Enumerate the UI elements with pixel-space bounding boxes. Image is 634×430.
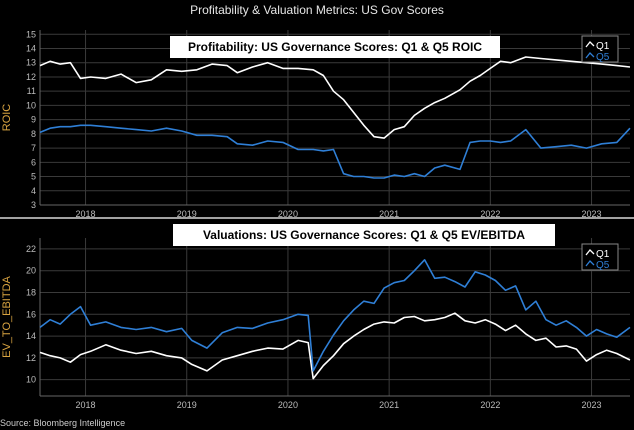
y-tick-label: 3 (31, 200, 36, 210)
legend-box (581, 243, 619, 271)
y-tick-label: 20 (26, 266, 36, 276)
x-tick-label: 2020 (278, 209, 298, 219)
y-tick-label: 22 (26, 244, 36, 254)
x-tick-label: 2022 (480, 209, 500, 219)
chart-title-box (173, 224, 555, 246)
y-tick-label: 4 (31, 186, 36, 196)
y-tick-label: 14 (26, 331, 36, 341)
series-line-q1 (39, 312, 631, 380)
y-tick-label: 14 (26, 43, 36, 53)
page-title: Profitability & Valuation Metrics: US Go… (190, 3, 444, 17)
y-tick-label: 13 (26, 58, 36, 68)
y-tick-label: 7 (31, 143, 36, 153)
legend-swatch (585, 249, 595, 256)
legend-swatch (585, 260, 595, 267)
x-tick-label: 2023 (582, 400, 602, 410)
legend-swatch (585, 41, 595, 48)
y-tick-label: 12 (26, 353, 36, 363)
y-tick-label: 18 (26, 287, 36, 297)
x-tick-label: 2019 (177, 209, 197, 219)
x-tick-label: 2021 (379, 400, 399, 410)
x-tick-label: 2023 (582, 209, 602, 219)
y-tick-label: 16 (26, 309, 36, 319)
legend-swatch (585, 52, 595, 59)
y-tick-label: 12 (26, 72, 36, 82)
legend-label: Q1 (596, 41, 610, 52)
y-tick-label: 8 (31, 129, 36, 139)
y-tick-label: 10 (26, 100, 36, 110)
x-tick-label: 2022 (480, 400, 500, 410)
source-note: Source: Bloomberg Intelligence (0, 418, 126, 428)
x-tick-label: 2018 (76, 400, 96, 410)
chart-title: Valuations: US Governance Scores: Q1 & Q… (203, 228, 525, 242)
legend-box (581, 35, 619, 63)
legend-label: Q5 (596, 260, 610, 271)
x-tick-label: 2021 (379, 209, 399, 219)
roic-chart: 3 4 5 6 7 8 9 10 11 12 13 14 15 2018 2019 2020 2021 2022 2… (1, 29, 631, 219)
x-tick-label: 2020 (278, 400, 298, 410)
y-tick-label: 15 (26, 29, 36, 39)
series-line-q1 (39, 56, 631, 139)
series-line-q5 (39, 124, 631, 179)
y-tick-label: 9 (31, 115, 36, 125)
chart-title: Profitability: US Governance Scores: Q1 … (188, 40, 482, 54)
y-tick-label: 11 (27, 86, 36, 96)
y-axis-label: EV_TO_EBITDA (1, 275, 13, 357)
y-tick-label: 5 (31, 172, 36, 182)
series-line-q5 (39, 258, 631, 372)
x-tick-label: 2018 (76, 209, 96, 219)
x-tick-label: 2019 (177, 400, 197, 410)
legend-label: Q5 (596, 52, 610, 63)
legend-label: Q1 (596, 249, 610, 260)
y-tick-label: 10 (26, 375, 36, 385)
y-tick-label: 6 (31, 157, 36, 167)
chart-title-box (170, 36, 500, 58)
y-axis-label: ROIC (1, 104, 13, 132)
